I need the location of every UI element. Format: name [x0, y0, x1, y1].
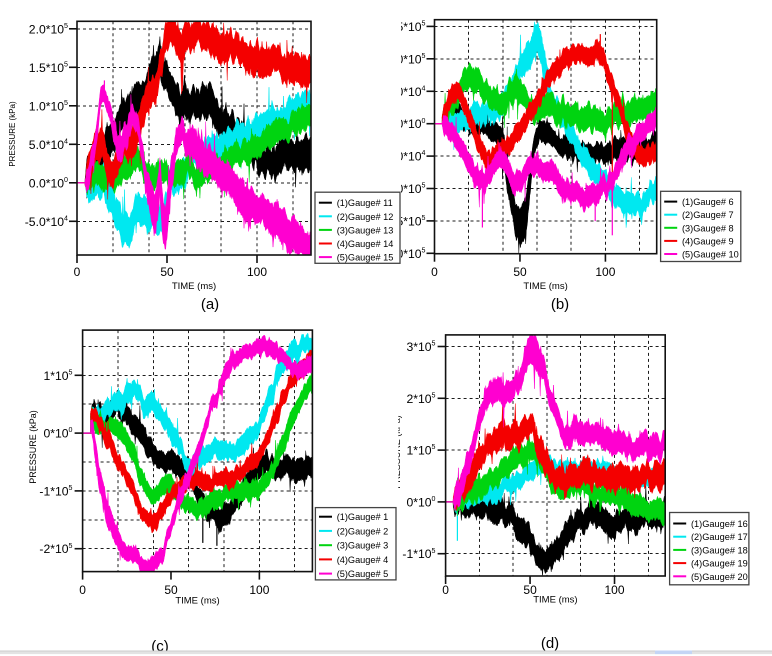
- svg-text:(5)Gauge# 20: (5)Gauge# 20: [691, 572, 748, 582]
- svg-text:(3)Gauge# 13: (3)Gauge# 13: [337, 225, 394, 235]
- svg-text:1.5*105: 1.5*105: [386, 20, 425, 34]
- svg-text:1.0*105: 1.0*105: [29, 99, 68, 113]
- svg-text:(5)Gauge# 10: (5)Gauge# 10: [682, 250, 739, 260]
- svg-text:-5.0*104: -5.0*104: [382, 149, 425, 163]
- svg-text:0: 0: [431, 265, 438, 279]
- svg-text:(3)Gauge# 8: (3)Gauge# 8: [682, 223, 734, 233]
- svg-text:(1)Gauge# 16: (1)Gauge# 16: [691, 519, 748, 529]
- svg-text:-1*105: -1*105: [39, 484, 72, 498]
- svg-text:(5)Gauge# 5: (5)Gauge# 5: [337, 569, 389, 579]
- svg-text:-1*105: -1*105: [402, 547, 435, 561]
- svg-text:1*105: 1*105: [406, 443, 435, 457]
- svg-text:(1)Gauge# 11: (1)Gauge# 11: [337, 198, 393, 208]
- svg-text:(4)Gauge# 19: (4)Gauge# 19: [691, 559, 748, 569]
- svg-text:(2)Gauge# 12: (2)Gauge# 12: [337, 212, 394, 222]
- svg-text:1.0*105: 1.0*105: [386, 52, 425, 66]
- svg-text:0: 0: [442, 583, 449, 597]
- svg-text:TIME (ms): TIME (ms): [523, 281, 567, 292]
- svg-text:TIME (ms): TIME (ms): [175, 596, 219, 607]
- svg-text:(4)Gauge# 4: (4)Gauge# 4: [337, 555, 389, 565]
- svg-text:(4)Gauge# 9: (4)Gauge# 9: [682, 236, 734, 246]
- svg-text:100: 100: [249, 583, 269, 597]
- svg-text:TIME (ms): TIME (ms): [533, 595, 577, 606]
- svg-text:-2*105: -2*105: [39, 542, 72, 556]
- svg-text:-5.0*104: -5.0*104: [25, 214, 68, 228]
- svg-text:100: 100: [595, 265, 615, 279]
- svg-text:0*100: 0*100: [406, 495, 435, 509]
- svg-text:50: 50: [513, 265, 527, 279]
- svg-text:50: 50: [164, 583, 178, 597]
- svg-text:(5)Gauge# 15: (5)Gauge# 15: [337, 253, 394, 263]
- svg-text:0: 0: [79, 583, 86, 597]
- svg-text:(a): (a): [201, 296, 219, 313]
- svg-text:(b): (b): [551, 296, 569, 313]
- svg-text:100: 100: [604, 583, 624, 597]
- svg-text:0: 0: [74, 265, 81, 279]
- svg-text:(2)Gauge# 2: (2)Gauge# 2: [337, 526, 389, 536]
- svg-text:PRESSURE (kPa): PRESSURE (kPa): [392, 415, 402, 489]
- svg-text:5.0*104: 5.0*104: [29, 137, 68, 151]
- svg-text:3*105: 3*105: [406, 340, 435, 354]
- svg-text:5.0*104: 5.0*104: [386, 84, 425, 98]
- svg-text:(3)Gauge# 3: (3)Gauge# 3: [337, 541, 389, 551]
- svg-text:(2)Gauge# 7: (2)Gauge# 7: [682, 210, 734, 220]
- svg-text:(4)Gauge# 14: (4)Gauge# 14: [337, 239, 394, 249]
- svg-text:0.0*100: 0.0*100: [29, 176, 68, 190]
- svg-text:50: 50: [160, 265, 174, 279]
- svg-text:2.0*105: 2.0*105: [29, 22, 68, 36]
- svg-text:1*105: 1*105: [43, 368, 72, 382]
- svg-text:0.0*100: 0.0*100: [386, 117, 425, 131]
- svg-text:PRESSURE (kPa): PRESSURE (kPa): [8, 101, 17, 167]
- svg-text:(3)Gauge# 18: (3)Gauge# 18: [691, 545, 748, 555]
- svg-text:-1.5*105: -1.5*105: [382, 214, 425, 228]
- svg-text:(1)Gauge# 6: (1)Gauge# 6: [682, 197, 734, 207]
- svg-text:(d): (d): [541, 635, 559, 652]
- svg-text:2*105: 2*105: [406, 391, 435, 405]
- svg-text:TIME (ms): TIME (ms): [172, 281, 216, 292]
- svg-text:PRESSURE (kPa): PRESSURE (kPa): [28, 410, 38, 484]
- svg-text:0*100: 0*100: [43, 426, 72, 440]
- svg-text:100: 100: [247, 265, 267, 279]
- svg-text:1.5*105: 1.5*105: [29, 60, 68, 74]
- svg-text:(1)Gauge# 1: (1)Gauge# 1: [337, 512, 389, 522]
- svg-text:-2.0*105: -2.0*105: [382, 246, 425, 260]
- svg-text:(2)Gauge# 17: (2)Gauge# 17: [691, 532, 748, 542]
- svg-text:-1.0*105: -1.0*105: [382, 182, 425, 196]
- svg-text:50: 50: [523, 583, 537, 597]
